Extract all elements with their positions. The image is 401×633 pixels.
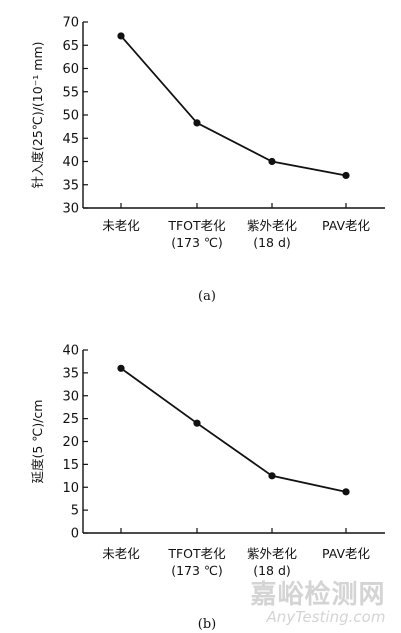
watermark: 嘉峪检测网 AnyTesting.com xyxy=(250,579,385,626)
x-tick-label: PAV老化 xyxy=(322,218,371,233)
y-tick-label: 55 xyxy=(62,85,79,100)
panel-label-a: (a) xyxy=(198,289,216,304)
x-tick-label: PAV老化 xyxy=(322,546,371,561)
chart-panel-a: 30 35 40 45 50 55 60 65 70 针入度(25℃)/(10⁻¹ mm) 未老化 T… xyxy=(30,16,385,250)
x-tick-label: 紫外老化 xyxy=(247,546,298,561)
data-point xyxy=(342,488,350,496)
x-tick-label: 未老化 xyxy=(102,546,140,561)
y-tick-label: 40 xyxy=(62,344,79,359)
y-tick-label: 10 xyxy=(62,481,79,496)
series-line xyxy=(120,35,347,177)
x-tick-label: TFOT老化 xyxy=(167,218,226,233)
series-line xyxy=(120,367,347,493)
watermark-title: 嘉峪检测网 xyxy=(250,579,385,610)
x-tick-sublabel: (18 d) xyxy=(253,563,291,578)
y-tick-label: 50 xyxy=(62,109,79,124)
y-tick-label: 35 xyxy=(62,366,79,381)
y-tick-label: 65 xyxy=(62,39,79,54)
y-tick-label: 60 xyxy=(62,62,79,77)
data-point xyxy=(117,364,125,372)
x-tick-sublabel: (173 ℃) xyxy=(171,563,223,578)
x-tick-sublabel: (173 ℃) xyxy=(171,235,223,250)
x-tick-label: 未老化 xyxy=(102,218,140,233)
data-point xyxy=(193,419,201,427)
y-tick-label: 40 xyxy=(62,155,79,170)
y-tick-label: 15 xyxy=(62,458,79,473)
y-tick-label: 70 xyxy=(62,16,79,31)
x-tick-label: TFOT老化 xyxy=(167,546,226,561)
data-point xyxy=(342,171,350,180)
data-point xyxy=(193,119,201,127)
y-tick-label: 5 xyxy=(71,504,79,519)
y-tick-label: 20 xyxy=(62,435,79,450)
data-point xyxy=(117,32,125,40)
watermark-url: AnyTesting.com xyxy=(266,608,386,626)
y-tick-label: 0 xyxy=(71,527,79,542)
panel-label-b: (b) xyxy=(198,617,216,632)
y-tick-label: 30 xyxy=(62,389,79,404)
y-tick-label: 45 xyxy=(62,132,79,147)
y-tick-label: 30 xyxy=(62,202,79,217)
data-point xyxy=(268,157,276,166)
y-axis-label: 延度(5 ℃)/cm xyxy=(30,400,45,484)
y-tick-label: 25 xyxy=(62,412,79,427)
x-tick-label: 紫外老化 xyxy=(247,218,298,233)
x-tick-sublabel: (18 d) xyxy=(253,235,291,250)
y-tick-label: 35 xyxy=(62,178,79,193)
y-axis-label: 针入度(25℃)/(10⁻¹ mm) xyxy=(30,41,45,188)
data-point xyxy=(268,472,276,480)
chart-panel-b: 0 5 10 15 20 25 30 35 40 延度(5 ℃)/cm 未老化 TFOT老化 (173 … xyxy=(30,344,385,578)
